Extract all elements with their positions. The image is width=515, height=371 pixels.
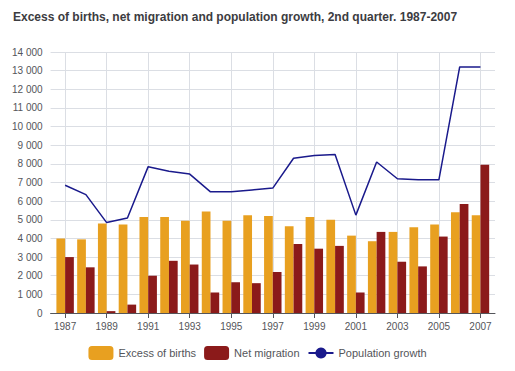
svg-text:6 000: 6 000 (18, 196, 43, 207)
svg-text:1995: 1995 (220, 321, 243, 332)
svg-text:5 000: 5 000 (18, 214, 43, 225)
svg-text:11 000: 11 000 (13, 102, 43, 113)
svg-text:2005: 2005 (428, 321, 451, 332)
svg-text:Excess of births: Excess of births (118, 347, 196, 359)
svg-text:1991: 1991 (137, 321, 160, 332)
svg-text:12 000: 12 000 (12, 84, 43, 95)
svg-text:7 000: 7 000 (18, 177, 43, 188)
svg-text:2001: 2001 (345, 321, 368, 332)
svg-text:1993: 1993 (179, 321, 202, 332)
svg-text:0: 0 (37, 308, 43, 319)
svg-text:2007: 2007 (469, 321, 492, 332)
svg-text:1997: 1997 (262, 321, 285, 332)
svg-text:10 000: 10 000 (12, 121, 43, 132)
svg-text:3 000: 3 000 (18, 252, 43, 263)
svg-text:2 000: 2 000 (18, 270, 43, 281)
svg-text:8 000: 8 000 (18, 158, 43, 169)
svg-text:Net migration: Net migration (234, 347, 299, 359)
svg-text:1999: 1999 (303, 321, 326, 332)
svg-text:4 000: 4 000 (18, 233, 43, 244)
svg-text:9 000: 9 000 (18, 140, 43, 151)
svg-text:2003: 2003 (386, 321, 409, 332)
svg-text:1 000: 1 000 (18, 289, 43, 300)
svg-text:Population growth: Population growth (338, 347, 426, 359)
svg-text:Excess of births, net migratio: Excess of births, net migration and popu… (13, 10, 457, 24)
svg-text:1989: 1989 (96, 321, 119, 332)
svg-text:14 000: 14 000 (12, 47, 43, 58)
svg-text:13 000: 13 000 (12, 65, 43, 76)
svg-text:1987: 1987 (54, 321, 77, 332)
